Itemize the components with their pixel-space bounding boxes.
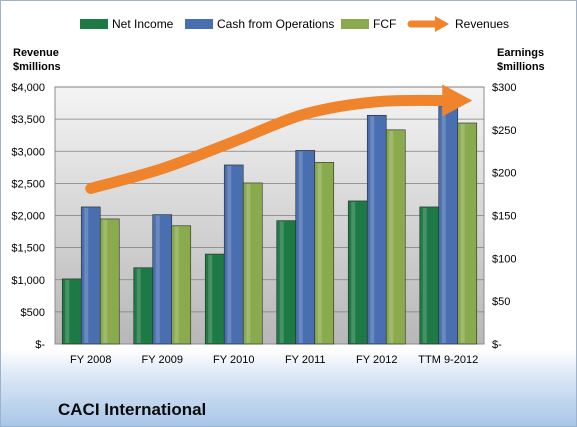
bar-highlight-net-income-fy-2011 bbox=[279, 221, 284, 343]
chart-title: CACI International bbox=[58, 400, 206, 419]
bar-highlight-fcf-ttm-9-2012 bbox=[460, 123, 465, 343]
left-tick-label: $2,500 bbox=[11, 178, 45, 190]
right-tick-label: $150 bbox=[492, 211, 516, 223]
bar-cash-from-operations-fy-2012 bbox=[366, 114, 387, 345]
legend-label-net-income: Net Income bbox=[112, 17, 174, 31]
revenue-line bbox=[85, 94, 454, 195]
bar-highlight-cash-from-operations-fy-2009 bbox=[155, 215, 160, 343]
x-tick-label-ttm-9-2012: TTM 9-2012 bbox=[418, 354, 478, 366]
legend-label-cash-from-operations: Cash from Operations bbox=[217, 17, 334, 31]
bar-highlight-fcf-fy-2012 bbox=[389, 130, 394, 343]
left-tick-label: $3,000 bbox=[11, 146, 45, 158]
bar-highlight-fcf-fy-2010 bbox=[246, 183, 251, 343]
right-tick-label: $100 bbox=[492, 253, 516, 265]
bar-highlight-fcf-fy-2009 bbox=[174, 226, 179, 343]
legend-arrowhead-icon bbox=[435, 16, 449, 32]
bar-highlight-cash-from-operations-fy-2010 bbox=[227, 165, 232, 343]
bar-highlight-cash-from-operations-fy-2012 bbox=[370, 116, 375, 344]
bars bbox=[61, 105, 478, 345]
left-tick-label: $500 bbox=[21, 307, 45, 319]
left-tick-label: $3,500 bbox=[11, 114, 45, 126]
bar-highlight-net-income-ttm-9-2012 bbox=[422, 207, 427, 343]
bar-cash-from-operations-fy-2008 bbox=[80, 206, 101, 345]
right-axis-title-line1: Earnings bbox=[497, 47, 544, 59]
bar-highlight-fcf-fy-2011 bbox=[317, 163, 322, 343]
bar-net-income-fy-2012 bbox=[347, 200, 368, 345]
left-tick-label: $1,000 bbox=[11, 275, 45, 287]
legend: Net Income Cash from Operations FCF Reve… bbox=[80, 16, 509, 32]
left-tick-label: $4,000 bbox=[11, 82, 45, 94]
left-axis-title-line1: Revenue bbox=[13, 47, 59, 59]
legend-label-revenues: Revenues bbox=[455, 17, 509, 31]
x-tick-label-fy-2009: FY 2009 bbox=[142, 354, 183, 366]
x-tick-label-fy-2011: FY 2011 bbox=[285, 354, 326, 366]
gridlines bbox=[55, 86, 484, 313]
bar-highlight-net-income-fy-2012 bbox=[351, 201, 356, 343]
right-tick-label: $250 bbox=[492, 125, 516, 137]
bar-cash-from-operations-ttm-9-2012 bbox=[438, 105, 459, 345]
revenue-arrowhead-icon bbox=[442, 84, 473, 117]
bar-highlight-net-income-fy-2010 bbox=[208, 255, 213, 343]
bar-highlight-cash-from-operations-ttm-9-2012 bbox=[441, 106, 446, 343]
bar-fcf-fy-2010 bbox=[242, 182, 263, 345]
revenue-line-group bbox=[85, 84, 473, 195]
left-tick-label: $1,500 bbox=[11, 243, 45, 255]
x-tick-label-fy-2012: FY 2012 bbox=[356, 354, 397, 366]
left-tick-label: $2,000 bbox=[11, 211, 45, 223]
x-tick-label-fy-2008: FY 2008 bbox=[70, 354, 111, 366]
bar-fcf-fy-2011 bbox=[314, 162, 335, 345]
bar-net-income-fy-2011 bbox=[276, 220, 297, 345]
bar-highlight-net-income-fy-2009 bbox=[136, 268, 141, 343]
bar-cash-from-operations-fy-2009 bbox=[152, 214, 173, 345]
left-axis-title-line2: $millions bbox=[13, 61, 61, 73]
bar-fcf-fy-2008 bbox=[99, 218, 120, 345]
bar-highlight-cash-from-operations-fy-2011 bbox=[298, 151, 303, 343]
x-axis-ticks: FY 2008 FY 2009 FY 2010 FY 2011 FY 2012 TTM 9… bbox=[70, 354, 478, 366]
bar-highlight-cash-from-operations-fy-2008 bbox=[84, 207, 89, 343]
bar-fcf-ttm-9-2012 bbox=[457, 122, 478, 345]
legend-swatch-net-income bbox=[80, 19, 108, 29]
bar-net-income-fy-2010 bbox=[204, 253, 225, 345]
bar-highlight-net-income-fy-2008 bbox=[65, 279, 70, 343]
right-tick-label: $300 bbox=[492, 82, 516, 94]
right-tick-label: $- bbox=[492, 339, 502, 351]
left-tick-label: $- bbox=[35, 339, 45, 351]
bar-fcf-fy-2012 bbox=[385, 129, 406, 345]
right-axis-title-line2: $millions bbox=[497, 61, 545, 73]
bar-net-income-ttm-9-2012 bbox=[419, 206, 440, 345]
bar-cash-from-operations-fy-2011 bbox=[295, 150, 316, 345]
legend-swatch-cash-from-operations bbox=[185, 19, 213, 29]
legend-label-fcf: FCF bbox=[373, 17, 396, 31]
bar-cash-from-operations-fy-2010 bbox=[223, 164, 244, 345]
bar-fcf-fy-2009 bbox=[171, 225, 192, 345]
right-tick-label: $200 bbox=[492, 168, 516, 180]
left-axis-ticks: $- $500 $1,000 $1,500 $2,000 $2,500 $3,000 $3,5… bbox=[11, 82, 45, 351]
legend-swatch-fcf bbox=[341, 19, 369, 29]
right-tick-label: $50 bbox=[492, 296, 510, 308]
right-axis-ticks: $- $50 $100 $150 $200 $250 $300 bbox=[492, 82, 516, 351]
bar-highlight-fcf-fy-2008 bbox=[103, 219, 108, 343]
bar-net-income-fy-2009 bbox=[133, 267, 154, 345]
x-tick-label-fy-2010: FY 2010 bbox=[213, 354, 254, 366]
bar-net-income-fy-2008 bbox=[61, 278, 82, 345]
